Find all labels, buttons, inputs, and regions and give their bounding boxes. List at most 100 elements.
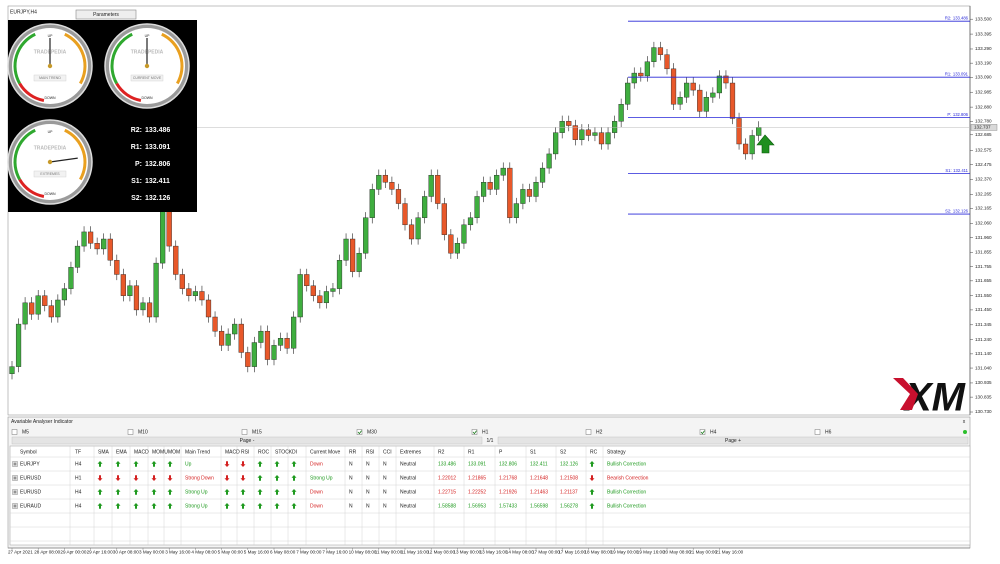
x-tick-label: 13 May 00:00: [453, 550, 481, 555]
candle-body: [29, 302, 35, 315]
candle-body: [389, 182, 395, 190]
timeframe-label[interactable]: M30: [367, 430, 377, 436]
timeframe-checkbox[interactable]: [699, 429, 706, 435]
pivot-value: 132.806: [953, 112, 969, 117]
timeframe-label[interactable]: H2: [596, 430, 603, 436]
timeframe-checkbox[interactable]: [585, 429, 592, 435]
x-tick-label: 19 May 16:00: [637, 550, 665, 555]
table-cell: N: [349, 503, 353, 509]
table-cell: 1.21508: [560, 475, 578, 481]
trend-arrow: [240, 461, 246, 467]
trend-arrow: [240, 503, 246, 509]
candle-body: [343, 238, 349, 261]
y-tick-label: 132.060: [975, 221, 992, 226]
gauge-arc-green: [110, 32, 133, 85]
candle-body: [277, 338, 284, 346]
panel-pivot-value: 133.091: [145, 144, 170, 151]
timeframe-checkbox[interactable]: [471, 429, 478, 435]
y-tick-label: 131.550: [975, 293, 992, 298]
timeframe-checkbox[interactable]: [127, 429, 134, 435]
timeframe-label[interactable]: M10: [138, 430, 148, 436]
signal-arrow: [756, 134, 775, 154]
table-header: P: [499, 449, 503, 455]
panel-pivot-name: R2:: [131, 127, 142, 134]
y-tick-label: 132.780: [975, 119, 992, 124]
timeframe-checkbox[interactable]: [241, 429, 248, 435]
candle-body: [618, 104, 624, 122]
table-cell: 133.091: [468, 461, 486, 467]
y-tick-label: 133.290: [975, 46, 992, 51]
panel-pivot-value: 132.411: [145, 178, 170, 185]
table-header: MACD: [134, 449, 149, 455]
row-expand-icon: [13, 462, 17, 466]
y-tick-label: 131.450: [975, 307, 992, 312]
candle-body: [179, 274, 185, 289]
page-prev[interactable]: Page -: [240, 438, 255, 444]
price-axis: 133.500 133.395 133.290 133.190 133.090 132.9…: [970, 16, 998, 414]
candle-body: [61, 288, 68, 301]
table-header: Current Move: [310, 449, 341, 455]
trend-arrow: [224, 503, 230, 509]
table-cell: Up: [185, 461, 192, 467]
candle-body: [507, 167, 513, 218]
page-prev-bar[interactable]: [11, 436, 483, 445]
table-cell: 1.22252: [468, 489, 486, 495]
gauge-caption: MAIN TREND: [39, 76, 61, 80]
candle-body: [539, 167, 546, 183]
page-next-bar[interactable]: [497, 436, 969, 445]
candle-body: [48, 305, 54, 318]
trend-arrow: [240, 489, 246, 495]
candle-body: [395, 189, 402, 204]
table-cell: Bearish Correction: [607, 475, 649, 481]
trend-arrow: [97, 461, 103, 467]
pivot-name: S1:: [945, 168, 951, 173]
timeframe-label[interactable]: M15: [252, 430, 262, 436]
x-tick-label: 11 May 16:00: [401, 550, 429, 555]
candle-body: [218, 330, 225, 346]
candle-body: [625, 82, 631, 105]
y-tick-label: 131.140: [975, 351, 992, 356]
candle-body: [756, 127, 762, 136]
candle-body: [546, 153, 552, 169]
time-axis: 27 Apr 2021 28 Apr 08:00 29 Apr 00:00 29 Ap…: [8, 547, 970, 555]
parameters-button[interactable]: [75, 9, 137, 20]
candle-body: [350, 238, 356, 272]
candle-body: [612, 121, 618, 133]
table-frame: [9, 445, 971, 546]
timeframe-label[interactable]: H4: [710, 430, 717, 436]
candle-body: [146, 302, 153, 318]
candle-body: [670, 68, 677, 105]
candle-body: [330, 288, 336, 292]
page-next[interactable]: Page +: [725, 438, 741, 444]
x-tick-label: 11 May 00:00: [375, 550, 403, 555]
y-tick-label: 132.370: [975, 177, 992, 182]
trend-arrow: [291, 461, 297, 467]
parameters-button-label[interactable]: Parameters: [93, 12, 119, 18]
timeframe-checkbox[interactable]: [11, 429, 18, 435]
gauge-arc-green: [13, 128, 36, 181]
gauge-caption: CURRENT MOVE: [133, 76, 162, 80]
close-button[interactable]: x: [963, 419, 966, 425]
candle-body: [749, 135, 755, 155]
candle-body: [631, 72, 637, 84]
pivot-name: S2:: [945, 209, 951, 214]
timeframe-checkbox[interactable]: [814, 429, 821, 435]
candle-body: [127, 285, 133, 296]
y-tick-label: 130.835: [975, 394, 992, 399]
trend-arrow: [274, 461, 280, 467]
timeframe-checkbox[interactable]: [356, 429, 363, 435]
candle-body: [448, 234, 454, 254]
table-cell: Strong Down: [185, 475, 214, 481]
gauge-caption-box: [130, 74, 164, 82]
timeframe-label[interactable]: H1: [482, 430, 489, 436]
candle-body: [356, 252, 362, 272]
gauge-up-label: UP: [48, 130, 54, 134]
pivot-name: P:: [947, 112, 951, 117]
timeframe-label[interactable]: H6: [825, 430, 832, 436]
panel-pivot-name: R1:: [131, 144, 142, 151]
timeframe-label[interactable]: M5: [22, 430, 29, 436]
candle-body: [435, 174, 441, 204]
trend-arrow: [97, 475, 103, 481]
